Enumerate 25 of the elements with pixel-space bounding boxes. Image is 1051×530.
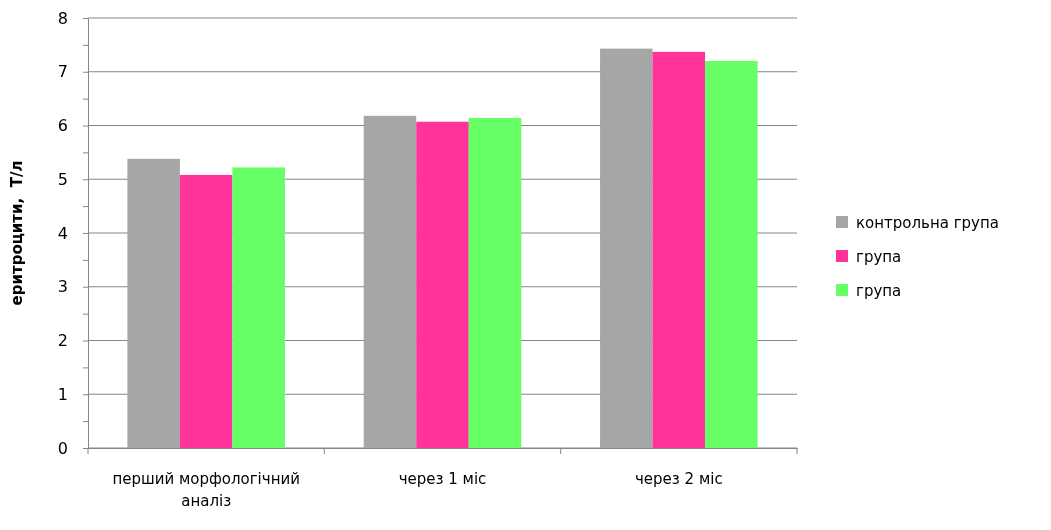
x-tick-label: через 2 міс: [635, 470, 723, 488]
y-tick-label: 2: [57, 331, 68, 351]
bar: [363, 115, 417, 448]
x-tick-label: через 1 міс: [398, 470, 487, 488]
bar: [600, 48, 653, 448]
y-tick-label: 8: [57, 8, 68, 28]
bar: [705, 61, 758, 448]
y-axis-title: еритроцити, Т/л: [8, 160, 26, 306]
bar: [232, 167, 285, 448]
y-tick-label: 5: [57, 169, 68, 189]
legend-label: група: [856, 282, 902, 300]
y-tick-label: 3: [57, 277, 68, 297]
bar: [652, 51, 706, 448]
bar: [468, 117, 522, 448]
bar: [127, 158, 180, 448]
y-tick-label: 0: [57, 438, 68, 458]
legend-label: контрольна група: [856, 214, 999, 232]
legend-label: група: [856, 248, 902, 266]
x-tick-label: перший морфологічний аналіз: [112, 470, 300, 510]
bar: [416, 121, 469, 448]
y-tick-label: 4: [57, 223, 68, 243]
y-tick-label: 6: [57, 116, 68, 136]
bar: [179, 174, 233, 448]
y-tick-label: 1: [57, 384, 68, 404]
y-tick-label: 7: [57, 62, 68, 82]
